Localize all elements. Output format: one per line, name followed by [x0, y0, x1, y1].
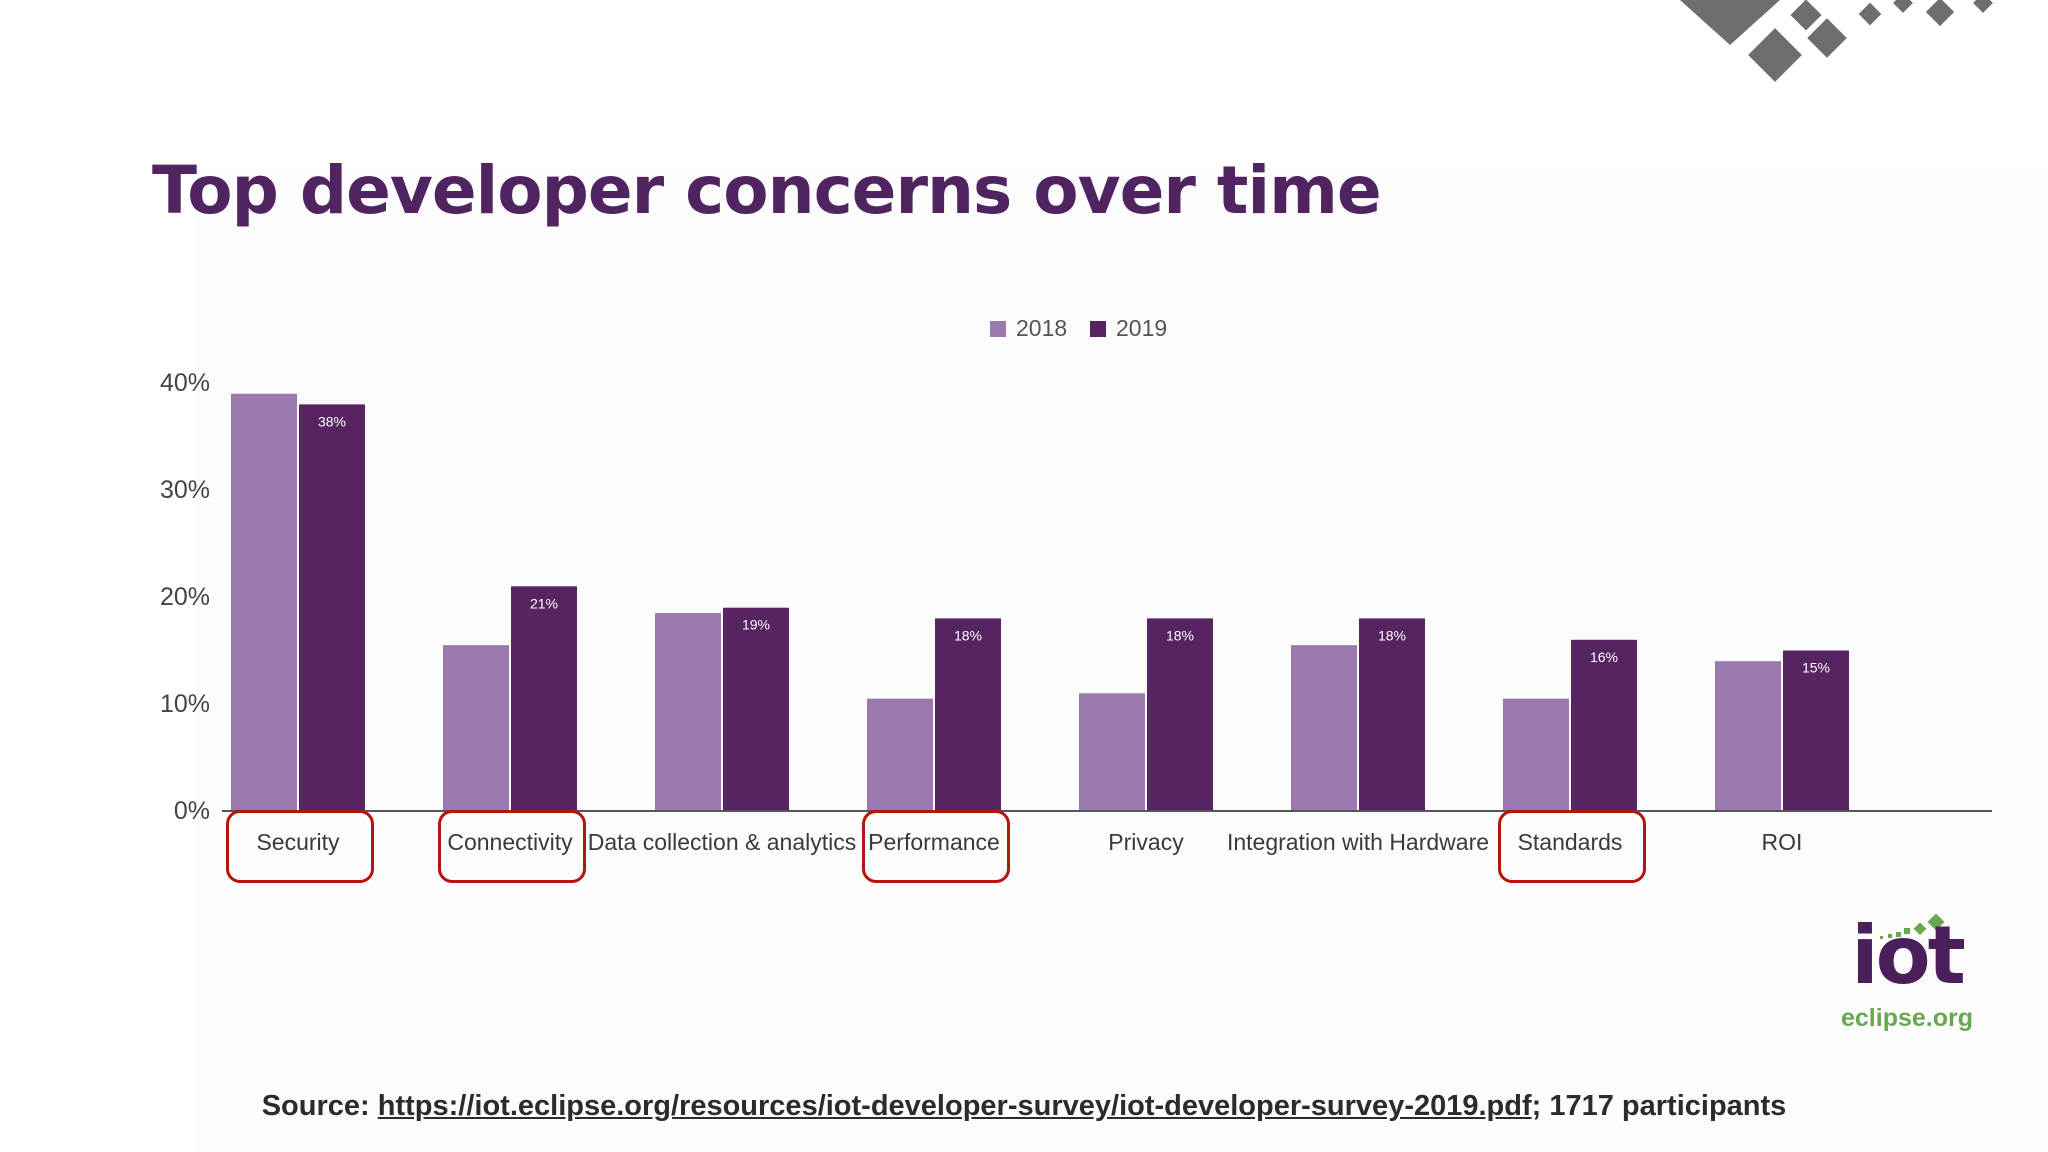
- data-label: 18%: [1378, 627, 1406, 643]
- data-label: 16%: [1590, 649, 1618, 665]
- source-link[interactable]: https://iot.eclipse.org/resources/iot-de…: [377, 1090, 1532, 1122]
- y-tick-label: 40%: [160, 369, 210, 397]
- x-tick-label: Privacy: [1108, 829, 1184, 855]
- source-suffix: ; 1717 participants: [1531, 1090, 1787, 1122]
- legend-label: 2018: [1016, 315, 1067, 341]
- corner-decoration: [1680, 0, 1993, 82]
- legend-swatch: [990, 321, 1006, 337]
- source-label: Source:: [261, 1090, 370, 1122]
- data-label: 38%: [318, 413, 346, 429]
- bar-2019: [1359, 618, 1425, 811]
- bar-2018: [443, 645, 509, 811]
- bar-2019: [1783, 650, 1849, 811]
- bar-2018: [1291, 645, 1357, 811]
- source-note: Source: https://iot.eclipse.org/resource…: [0, 1090, 2048, 1123]
- data-label: 19%: [742, 617, 770, 633]
- bar-2018: [655, 613, 721, 811]
- logo-domain: eclipse.org: [1841, 1004, 1973, 1032]
- y-tick-label: 30%: [160, 476, 210, 504]
- bar-2019: [299, 404, 365, 811]
- slide-title: Top developer concerns over time: [152, 152, 1382, 229]
- logo-wordmark: iot: [1851, 909, 1966, 1002]
- bar-2019: [1571, 639, 1637, 811]
- bar-2018: [1079, 693, 1145, 811]
- bar-2018: [867, 698, 933, 811]
- logo-dots-icon: [1880, 913, 1949, 942]
- legend-label: 2019: [1116, 315, 1167, 341]
- highlight-outline: [1498, 810, 1646, 883]
- bar-2019: [723, 607, 789, 811]
- bar-2018: [231, 393, 297, 811]
- data-label: 21%: [530, 595, 558, 611]
- bar-2018: [1503, 698, 1569, 811]
- bar-2019: [511, 586, 577, 811]
- x-tick-label: Connectivity: [447, 829, 573, 855]
- data-label: 18%: [1166, 627, 1194, 643]
- bar-2018: [1715, 661, 1781, 811]
- x-tick-label: ROI: [1762, 829, 1803, 855]
- y-tick-label: 20%: [160, 583, 210, 611]
- y-tick-label: 10%: [160, 690, 210, 718]
- x-tick-label: Performance: [868, 829, 1000, 855]
- x-tick-label: Standards: [1518, 829, 1623, 855]
- highlight-outline: [862, 810, 1010, 883]
- highlight-outline: [226, 810, 374, 883]
- x-tick-label: Data collection & analytics: [588, 829, 856, 855]
- bar-2019: [935, 618, 1001, 811]
- data-label: 18%: [954, 627, 982, 643]
- data-label: 15%: [1802, 660, 1830, 676]
- legend-swatch: [1090, 321, 1106, 337]
- bar-2019: [1147, 618, 1213, 811]
- y-tick-label: 0%: [174, 797, 210, 825]
- highlight-outline: [438, 810, 586, 883]
- iot-eclipse-logo: iot eclipse.org: [1832, 909, 1982, 1036]
- x-tick-label: Security: [256, 829, 340, 855]
- x-tick-label: Integration with Hardware: [1227, 829, 1489, 855]
